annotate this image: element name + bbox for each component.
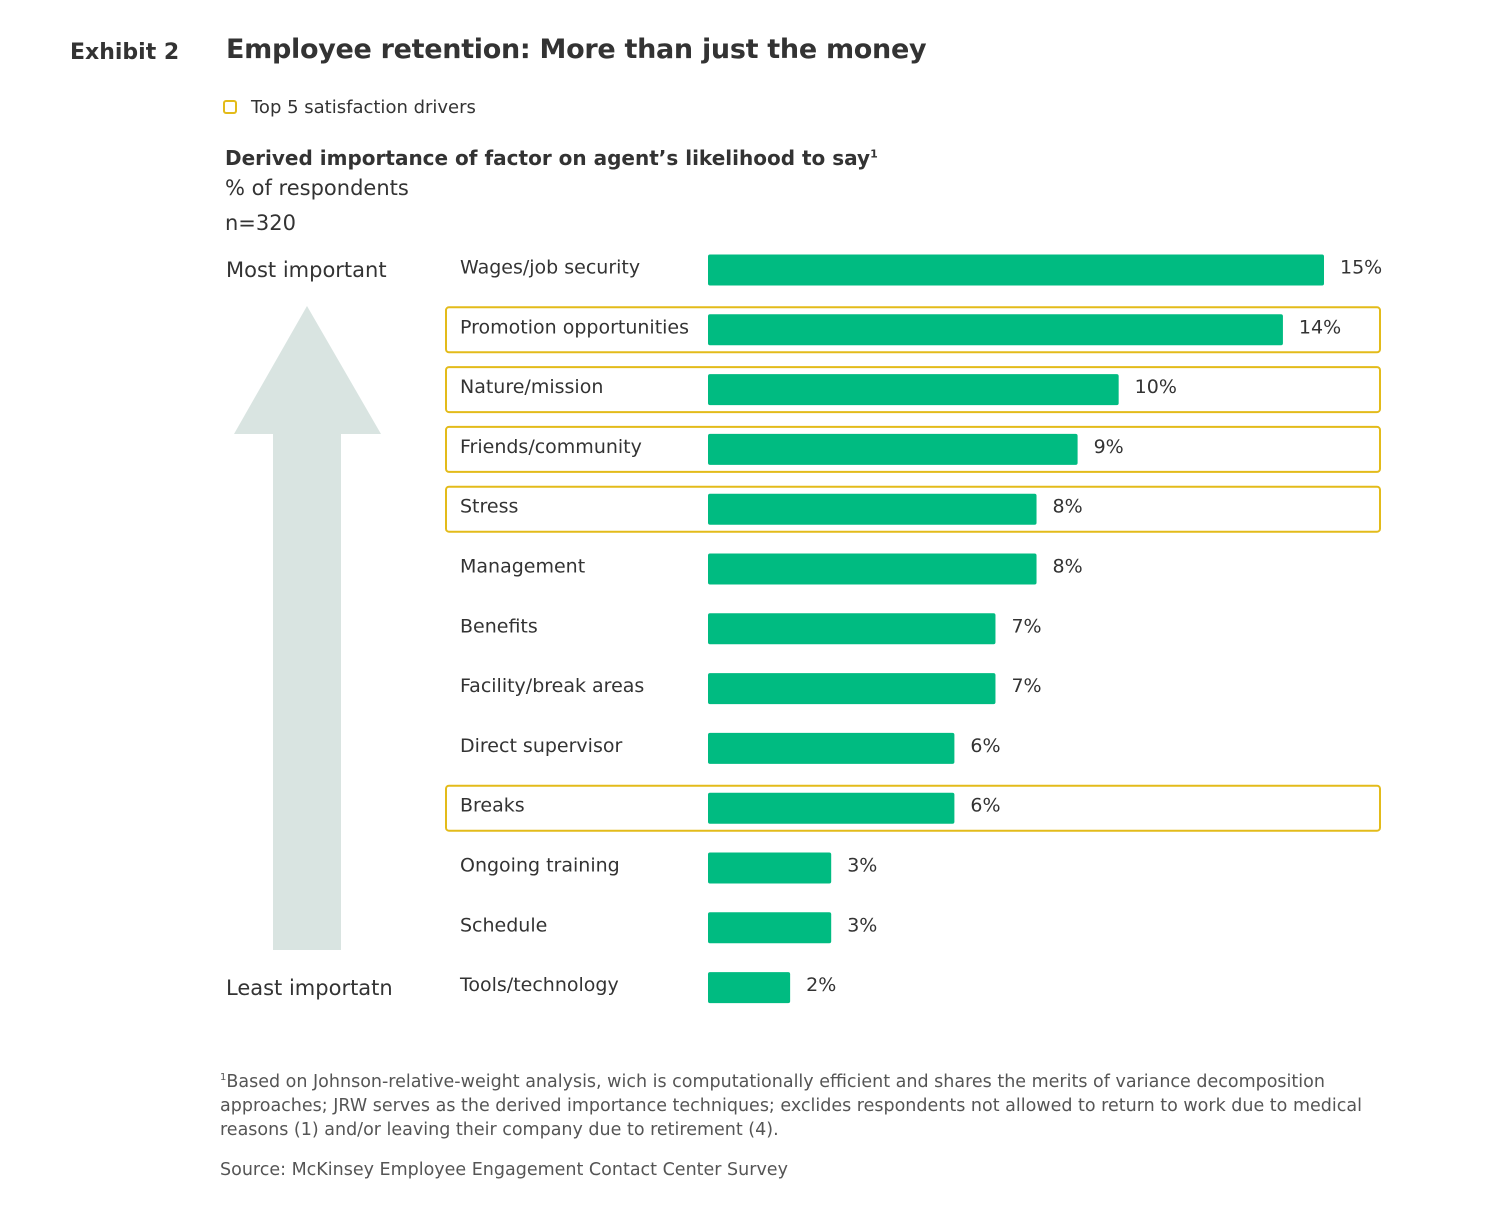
exhibit-label: Exhibit 2 xyxy=(70,40,180,65)
value-label: 7% xyxy=(1011,675,1041,697)
value-label: 6% xyxy=(970,795,1000,817)
value-label: 9% xyxy=(1094,436,1124,458)
value-label: 10% xyxy=(1135,376,1177,398)
axis-top-label: Most important xyxy=(226,258,387,282)
value-label: 3% xyxy=(847,855,877,877)
bar xyxy=(708,314,1283,346)
category-label: Tools/technology xyxy=(459,974,619,996)
highlight-layer xyxy=(445,306,1381,832)
category-label: Stress xyxy=(460,496,518,518)
bar xyxy=(708,613,996,645)
category-label: Nature/mission xyxy=(460,376,603,398)
bar xyxy=(708,493,1037,525)
subtitle-footnote-marker: 1 xyxy=(870,147,878,161)
bar xyxy=(708,374,1119,406)
highlight-frame xyxy=(445,366,1381,414)
category-label: Benefits xyxy=(460,615,538,637)
highlight-frame xyxy=(445,784,1381,832)
highlight-frame xyxy=(445,485,1381,533)
chart-title: Employee retention: More than just the m… xyxy=(226,34,927,65)
legend-swatch-icon xyxy=(223,100,237,114)
category-label: Direct supervisor xyxy=(460,735,622,757)
bar-layer: Wages/job security 15% Promotion opportuni… xyxy=(459,254,1382,1004)
category-label: Breaks xyxy=(460,795,525,817)
subtitle-text: Derived importance of factor on agent’s … xyxy=(225,146,871,170)
footnote: 1Based on Johnson-relative-weight analys… xyxy=(220,1066,1370,1142)
category-label: Friends/community xyxy=(460,436,642,458)
bar xyxy=(708,912,832,944)
source-note: Source: McKinsey Employee Engagement Con… xyxy=(220,1160,788,1180)
highlight-frame xyxy=(445,306,1381,354)
category-label: Facility/break areas xyxy=(460,675,644,697)
footnote-text: Based on Johnson-relative-weight analysi… xyxy=(220,1071,1362,1140)
value-label: 2% xyxy=(806,974,836,996)
bar xyxy=(708,792,955,824)
bar xyxy=(708,254,1324,286)
legend: Top 5 satisfaction drivers xyxy=(223,96,476,118)
category-label: Promotion opportunities xyxy=(460,316,689,338)
chart-subtitle: Derived importance of factor on agent’s … xyxy=(225,146,878,170)
bar xyxy=(708,852,832,884)
value-label: 6% xyxy=(970,735,1000,757)
value-label: 8% xyxy=(1053,496,1083,518)
category-label: Ongoing training xyxy=(460,855,620,877)
bar xyxy=(708,732,955,764)
highlight-frame xyxy=(445,425,1381,473)
value-label: 14% xyxy=(1299,316,1341,338)
bar xyxy=(708,972,791,1004)
importance-arrow-icon xyxy=(234,306,381,950)
bar xyxy=(708,433,1078,465)
axis-bottom-label: Least importatn xyxy=(226,976,393,1000)
footnote-marker: 1 xyxy=(220,1072,227,1083)
sample-size-label: n=320 xyxy=(225,211,296,235)
bar xyxy=(708,673,996,705)
value-label: 8% xyxy=(1053,556,1083,578)
value-label: 7% xyxy=(1011,615,1041,637)
legend-label: Top 5 satisfaction drivers xyxy=(251,96,476,118)
value-label: 3% xyxy=(847,914,877,936)
category-label: Wages/job security xyxy=(460,257,640,279)
category-label: Management xyxy=(460,556,585,578)
bar xyxy=(708,553,1037,585)
unit-label: % of respondents xyxy=(225,176,409,200)
category-label: Schedule xyxy=(460,914,547,936)
value-label: 15% xyxy=(1340,257,1382,279)
